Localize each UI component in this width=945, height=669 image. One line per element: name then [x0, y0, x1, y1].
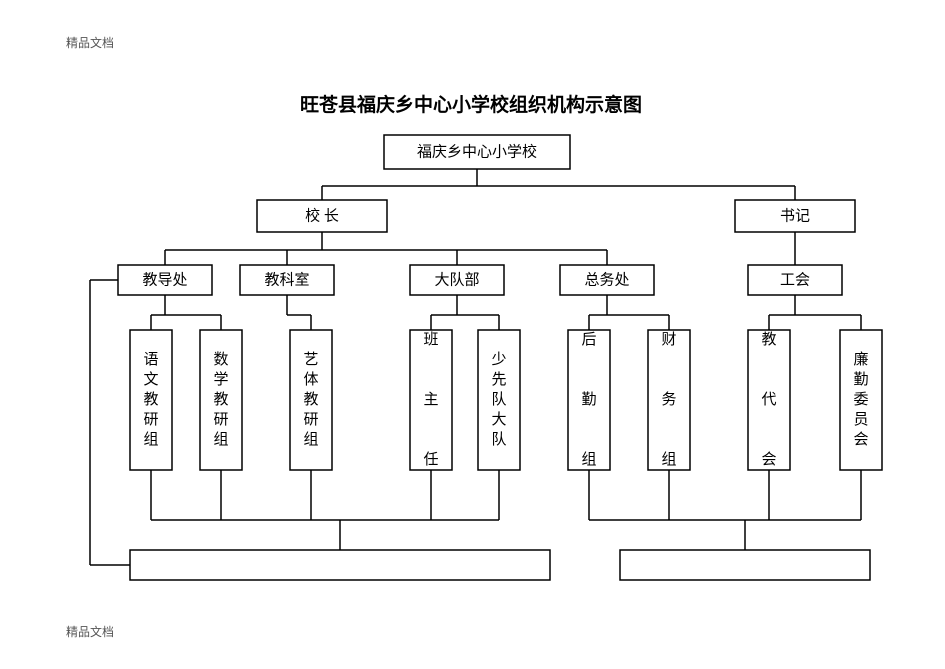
- svg-text:总务处: 总务处: [584, 271, 629, 288]
- svg-text:书记: 书记: [780, 207, 810, 224]
- svg-text:福庆乡中心小学校: 福庆乡中心小学校: [417, 143, 537, 160]
- svg-text:数学教研组: 数学教研组: [213, 351, 228, 448]
- org-chart: 福庆乡中心小学校校 长 书记教导处 教科室 大队部 总务处 工会语文教研组 数学教研组 艺体教…: [0, 0, 945, 669]
- svg-text:大队部: 大队部: [434, 271, 479, 288]
- page-root: 精品文档 精品文档 旺苍县福庆乡中心小学校组织机构示意图 福庆乡中心小学校校 长…: [0, 0, 945, 669]
- svg-text:教导处: 教导处: [142, 271, 187, 288]
- svg-text:艺体教研组: 艺体教研组: [303, 351, 318, 448]
- svg-text:廉勤委员会: 廉勤委员会: [853, 351, 868, 448]
- svg-text:校 长: 校 长: [305, 207, 339, 224]
- svg-text:工会: 工会: [780, 271, 810, 288]
- svg-text:语文教研组: 语文教研组: [143, 351, 158, 448]
- svg-text:教科室: 教科室: [264, 271, 309, 288]
- svg-text:少先队大队: 少先队大队: [491, 351, 506, 448]
